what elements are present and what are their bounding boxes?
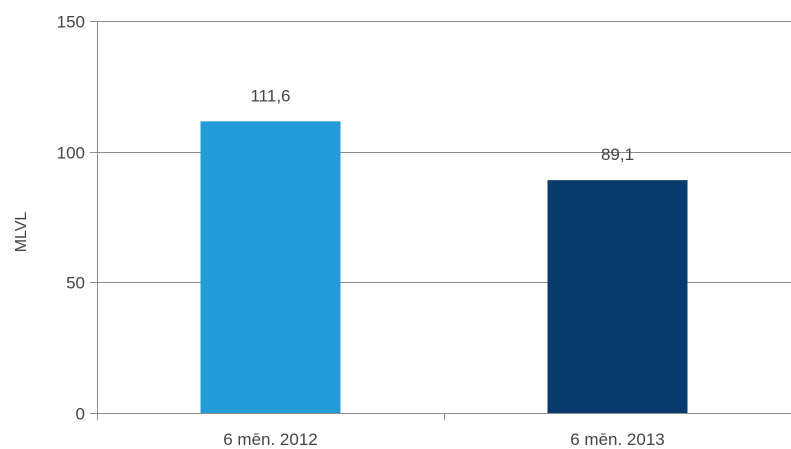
data-label: 111,6 bbox=[250, 86, 290, 105]
bar bbox=[547, 180, 688, 413]
x-tick-label: 6 mēn. 2012 bbox=[223, 430, 318, 449]
data-label: 89,1 bbox=[601, 145, 634, 164]
y-tick-label: 0 bbox=[76, 405, 85, 424]
x-tick-label: 6 mēn. 2013 bbox=[570, 430, 665, 449]
bars bbox=[200, 121, 688, 414]
bar bbox=[200, 121, 341, 414]
y-tick-label: 150 bbox=[57, 13, 85, 32]
y-axis-title: MLVL bbox=[13, 212, 30, 253]
y-tick-label: 50 bbox=[66, 274, 85, 293]
y-tick-label: 100 bbox=[57, 144, 85, 163]
axes bbox=[90, 21, 791, 420]
labels: 0 50 100 150 111,6 6 mēn. 2012 89,1 6 mēn. 2013 bbox=[57, 13, 665, 449]
